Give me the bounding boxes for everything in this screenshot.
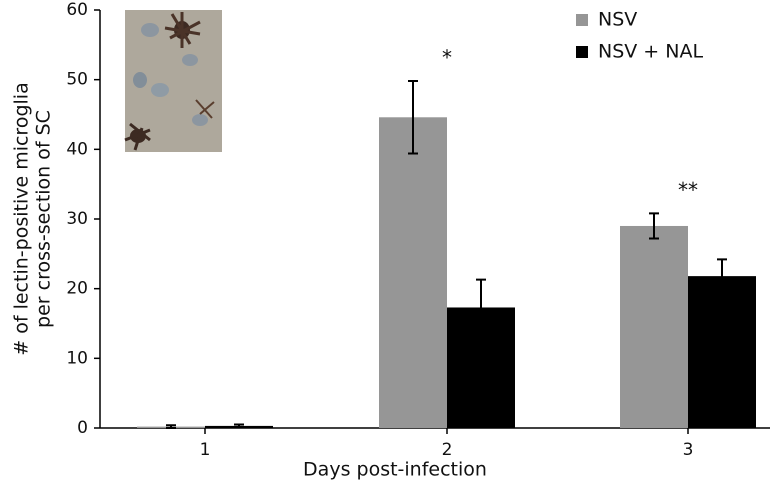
legend-label: NSV xyxy=(598,9,637,31)
error-bar xyxy=(234,423,244,429)
y-axis-label-line: # of lectin-positive microglia xyxy=(11,82,33,355)
bar xyxy=(688,276,756,428)
y-tick-label: 60 xyxy=(66,0,88,20)
y-tick-label: 50 xyxy=(66,70,88,90)
y-tick-label: 0 xyxy=(77,418,88,438)
error-bar xyxy=(717,258,727,294)
y-axis-label: # of lectin-positive microglia per cross… xyxy=(11,82,55,355)
bar xyxy=(620,225,688,428)
bar xyxy=(379,117,447,428)
x-tick-label: 3 xyxy=(683,440,694,460)
legend-label: NSV + NAL xyxy=(598,41,703,63)
annotation: ** xyxy=(678,178,698,202)
error-bar xyxy=(166,424,176,429)
y-tick-label: 10 xyxy=(66,348,88,368)
error-bar xyxy=(649,212,659,240)
legend-swatch xyxy=(576,14,588,26)
legend-swatch xyxy=(576,46,588,58)
annotation: * xyxy=(442,46,452,70)
error-bar xyxy=(476,278,486,337)
inset-micrograph xyxy=(124,10,222,152)
x-tick-label: 2 xyxy=(442,440,453,460)
y-tick-label: 30 xyxy=(66,209,88,229)
y-tick-label: 40 xyxy=(66,139,88,159)
error-bar xyxy=(408,80,418,155)
x-axis-label: Days post-infection xyxy=(303,459,487,481)
y-tick-label: 20 xyxy=(66,279,88,299)
x-tick-label: 1 xyxy=(200,440,211,460)
y-axis-label-line: per cross-section of SC xyxy=(33,110,55,328)
